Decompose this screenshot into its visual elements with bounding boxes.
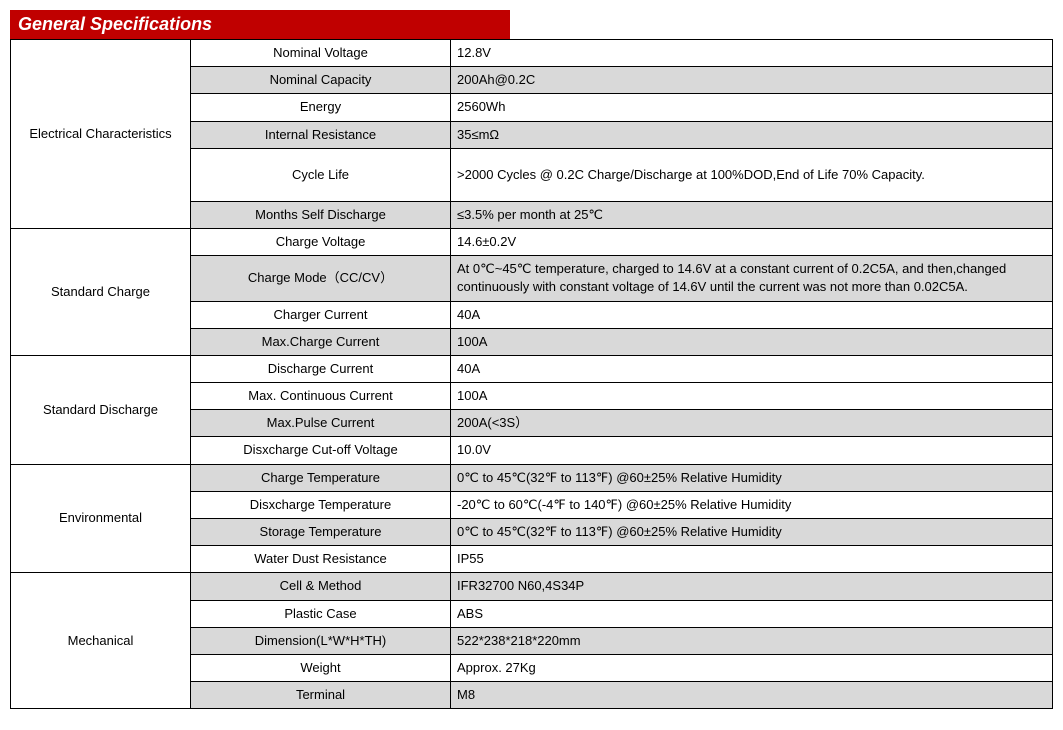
value-cell: ABS — [451, 600, 1053, 627]
value-cell: 14.6±0.2V — [451, 228, 1053, 255]
param-cell: Charge Voltage — [191, 228, 451, 255]
category-cell: Standard Discharge — [11, 355, 191, 464]
value-cell: 100A — [451, 383, 1053, 410]
table-row: Electrical CharacteristicsNominal Voltag… — [11, 40, 1053, 67]
table-row: EnvironmentalCharge Temperature0℃ to 45℃… — [11, 464, 1053, 491]
value-cell: -20℃ to 60℃(-4℉ to 140℉) @60±25% Relativ… — [451, 491, 1053, 518]
value-cell: 35≤mΩ — [451, 121, 1053, 148]
category-cell: Mechanical — [11, 573, 191, 709]
value-cell: 0℃ to 45℃(32℉ to 113℉) @60±25% Relative … — [451, 464, 1053, 491]
param-cell: Charger Current — [191, 301, 451, 328]
category-cell: Standard Charge — [11, 228, 191, 355]
param-cell: Disxcharge Temperature — [191, 491, 451, 518]
param-cell: Max. Continuous Current — [191, 383, 451, 410]
table-row: MechanicalCell & MethodIFR32700 N60,4S34… — [11, 573, 1053, 600]
value-cell: IP55 — [451, 546, 1053, 573]
param-cell: Nominal Voltage — [191, 40, 451, 67]
param-cell: Terminal — [191, 682, 451, 709]
value-cell: 200A(<3S） — [451, 410, 1053, 437]
param-cell: Months Self Discharge — [191, 201, 451, 228]
category-cell: Electrical Characteristics — [11, 40, 191, 229]
spec-table: Electrical CharacteristicsNominal Voltag… — [10, 39, 1053, 709]
param-cell: Cell & Method — [191, 573, 451, 600]
table-row: Standard ChargeCharge Voltage14.6±0.2V — [11, 228, 1053, 255]
param-cell: Discharge Current — [191, 355, 451, 382]
value-cell: IFR32700 N60,4S34P — [451, 573, 1053, 600]
value-cell: M8 — [451, 682, 1053, 709]
value-cell: 40A — [451, 301, 1053, 328]
category-cell: Environmental — [11, 464, 191, 573]
value-cell: 10.0V — [451, 437, 1053, 464]
value-cell: At 0℃~45℃ temperature, charged to 14.6V … — [451, 256, 1053, 301]
value-cell: 200Ah@0.2C — [451, 67, 1053, 94]
value-cell: 100A — [451, 328, 1053, 355]
param-cell: Disxcharge Cut-off Voltage — [191, 437, 451, 464]
param-cell: Cycle Life — [191, 148, 451, 201]
value-cell: Approx. 27Kg — [451, 654, 1053, 681]
value-cell: 2560Wh — [451, 94, 1053, 121]
value-cell: 0℃ to 45℃(32℉ to 113℉) @60±25% Relative … — [451, 519, 1053, 546]
param-cell: Charge Mode（CC/CV） — [191, 256, 451, 301]
param-cell: Water Dust Resistance — [191, 546, 451, 573]
value-cell: 12.8V — [451, 40, 1053, 67]
spec-title-bar: General Specifications — [10, 10, 510, 39]
spec-table-wrapper: General Specifications Electrical Charac… — [10, 10, 1053, 709]
param-cell: Plastic Case — [191, 600, 451, 627]
param-cell: Charge Temperature — [191, 464, 451, 491]
param-cell: Nominal Capacity — [191, 67, 451, 94]
param-cell: Weight — [191, 654, 451, 681]
param-cell: Energy — [191, 94, 451, 121]
param-cell: Storage Temperature — [191, 519, 451, 546]
value-cell: >2000 Cycles @ 0.2C Charge/Discharge at … — [451, 148, 1053, 201]
value-cell: 522*238*218*220mm — [451, 627, 1053, 654]
spec-title-text: General Specifications — [18, 14, 212, 34]
param-cell: Max.Pulse Current — [191, 410, 451, 437]
value-cell: ≤3.5% per month at 25℃ — [451, 201, 1053, 228]
param-cell: Dimension(L*W*H*TH) — [191, 627, 451, 654]
param-cell: Internal Resistance — [191, 121, 451, 148]
param-cell: Max.Charge Current — [191, 328, 451, 355]
table-row: Standard DischargeDischarge Current40A — [11, 355, 1053, 382]
spec-table-body: Electrical CharacteristicsNominal Voltag… — [11, 40, 1053, 709]
value-cell: 40A — [451, 355, 1053, 382]
